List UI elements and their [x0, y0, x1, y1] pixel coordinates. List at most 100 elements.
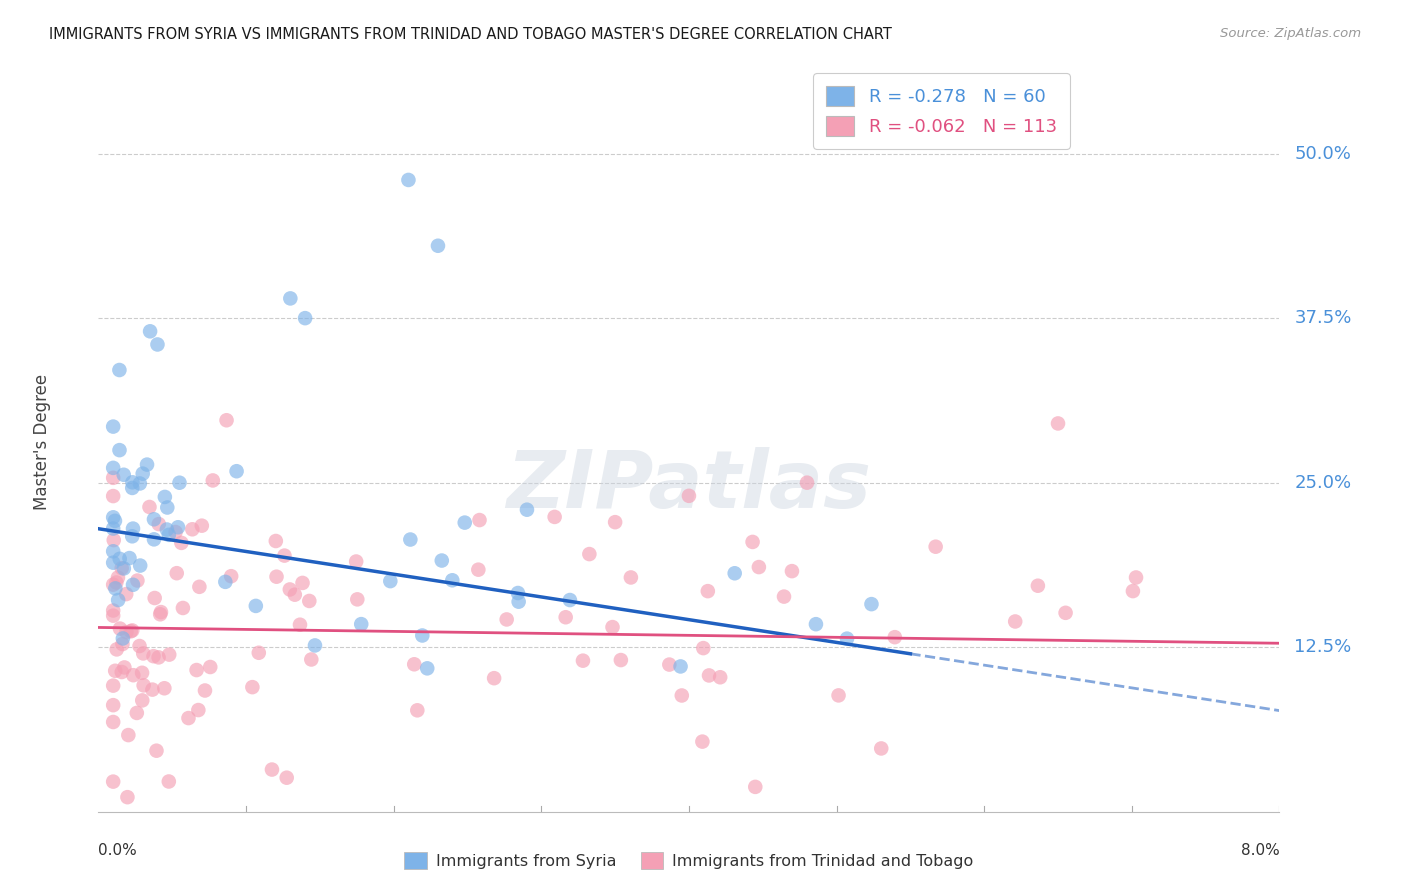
- Point: [516, 502, 538, 516]
- Point: [141, 682, 163, 697]
- Point: [1125, 570, 1147, 584]
- Point: [103, 679, 125, 693]
- Point: [294, 311, 316, 326]
- Text: IMMIGRANTS FROM SYRIA VS IMMIGRANTS FROM TRINIDAD AND TOBAGO MASTER'S DEGREE COR: IMMIGRANTS FROM SYRIA VS IMMIGRANTS FROM…: [49, 27, 891, 42]
- Point: [508, 595, 530, 609]
- Point: [156, 500, 179, 515]
- Point: [115, 625, 138, 640]
- Point: [273, 549, 295, 563]
- Point: [145, 744, 167, 758]
- Point: [201, 474, 224, 488]
- Point: [399, 533, 422, 547]
- Point: [112, 660, 135, 674]
- Point: [146, 337, 169, 351]
- Point: [169, 475, 191, 490]
- Point: [406, 703, 429, 717]
- Point: [671, 689, 693, 703]
- Point: [156, 523, 179, 537]
- Point: [105, 575, 128, 590]
- Point: [796, 475, 818, 490]
- Point: [724, 566, 747, 581]
- Text: 50.0%: 50.0%: [1295, 145, 1351, 162]
- Point: [103, 533, 125, 547]
- Point: [186, 663, 208, 677]
- Point: [696, 584, 718, 599]
- Point: [468, 513, 491, 527]
- Point: [122, 578, 145, 592]
- Point: [194, 683, 217, 698]
- Point: [115, 587, 138, 601]
- Point: [111, 637, 134, 651]
- Point: [266, 570, 288, 584]
- Point: [128, 639, 150, 653]
- Point: [107, 593, 129, 607]
- Point: [709, 670, 731, 684]
- Text: Source: ZipAtlas.com: Source: ZipAtlas.com: [1220, 27, 1361, 40]
- Point: [112, 561, 135, 575]
- Legend: Immigrants from Syria, Immigrants from Trinidad and Tobago: Immigrants from Syria, Immigrants from T…: [398, 846, 980, 875]
- Point: [138, 500, 160, 514]
- Point: [214, 574, 236, 589]
- Point: [278, 582, 301, 597]
- Point: [125, 706, 148, 720]
- Point: [215, 413, 238, 427]
- Point: [108, 363, 131, 377]
- Point: [118, 551, 141, 566]
- Point: [111, 665, 134, 679]
- Legend: R = -0.278   N = 60, R = -0.062   N = 113: R = -0.278 N = 60, R = -0.062 N = 113: [813, 73, 1070, 149]
- Point: [827, 689, 849, 703]
- Text: 8.0%: 8.0%: [1240, 843, 1279, 858]
- Point: [1026, 579, 1049, 593]
- Point: [104, 664, 127, 678]
- Point: [427, 239, 450, 253]
- Point: [143, 533, 166, 547]
- Point: [411, 628, 433, 642]
- Point: [103, 522, 125, 536]
- Point: [153, 681, 176, 696]
- Point: [441, 574, 464, 588]
- Point: [172, 601, 194, 615]
- Point: [132, 467, 155, 481]
- Point: [610, 653, 633, 667]
- Point: [148, 517, 170, 532]
- Point: [131, 693, 153, 707]
- Point: [170, 536, 193, 550]
- Point: [748, 560, 770, 574]
- Point: [104, 582, 127, 596]
- Point: [148, 650, 170, 665]
- Point: [103, 577, 125, 591]
- Point: [219, 569, 242, 583]
- Point: [543, 510, 565, 524]
- Point: [430, 553, 453, 567]
- Point: [108, 443, 131, 458]
- Point: [153, 490, 176, 504]
- Point: [157, 648, 180, 662]
- Point: [149, 607, 172, 622]
- Point: [298, 594, 321, 608]
- Point: [454, 516, 477, 530]
- Point: [780, 564, 803, 578]
- Point: [404, 657, 426, 672]
- Point: [143, 591, 166, 605]
- Point: [416, 661, 439, 675]
- Point: [108, 551, 131, 566]
- Point: [804, 617, 827, 632]
- Point: [103, 544, 125, 558]
- Point: [122, 522, 145, 536]
- Point: [605, 515, 627, 529]
- Point: [506, 586, 529, 600]
- Point: [188, 580, 211, 594]
- Point: [741, 535, 763, 549]
- Point: [578, 547, 600, 561]
- Point: [304, 639, 326, 653]
- Point: [346, 592, 368, 607]
- Point: [177, 711, 200, 725]
- Point: [602, 620, 624, 634]
- Point: [111, 632, 134, 646]
- Point: [108, 622, 131, 636]
- Point: [129, 558, 152, 573]
- Point: [103, 471, 125, 485]
- Point: [103, 714, 125, 729]
- Point: [860, 597, 883, 611]
- Point: [112, 467, 135, 482]
